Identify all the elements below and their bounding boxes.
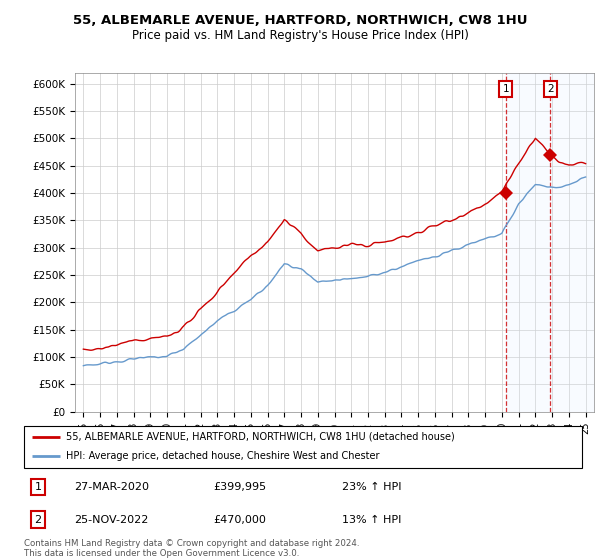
Text: 2: 2 bbox=[34, 515, 41, 525]
Text: 55, ALBEMARLE AVENUE, HARTFORD, NORTHWICH, CW8 1HU (detached house): 55, ALBEMARLE AVENUE, HARTFORD, NORTHWIC… bbox=[66, 432, 455, 442]
Text: 1: 1 bbox=[502, 84, 509, 94]
Text: HPI: Average price, detached house, Cheshire West and Chester: HPI: Average price, detached house, Ches… bbox=[66, 451, 379, 461]
Text: 23% ↑ HPI: 23% ↑ HPI bbox=[342, 482, 401, 492]
Text: £399,995: £399,995 bbox=[214, 482, 267, 492]
Text: Price paid vs. HM Land Registry's House Price Index (HPI): Price paid vs. HM Land Registry's House … bbox=[131, 29, 469, 42]
Text: Contains HM Land Registry data © Crown copyright and database right 2024.
This d: Contains HM Land Registry data © Crown c… bbox=[24, 539, 359, 558]
Text: 25-NOV-2022: 25-NOV-2022 bbox=[74, 515, 149, 525]
Text: 55, ALBEMARLE AVENUE, HARTFORD, NORTHWICH, CW8 1HU: 55, ALBEMARLE AVENUE, HARTFORD, NORTHWIC… bbox=[73, 14, 527, 27]
FancyBboxPatch shape bbox=[24, 426, 582, 468]
Text: 1: 1 bbox=[34, 482, 41, 492]
Text: 2: 2 bbox=[547, 84, 554, 94]
Text: 27-MAR-2020: 27-MAR-2020 bbox=[74, 482, 149, 492]
Text: 13% ↑ HPI: 13% ↑ HPI bbox=[342, 515, 401, 525]
Bar bbox=[506, 73, 594, 412]
Text: £470,000: £470,000 bbox=[214, 515, 266, 525]
